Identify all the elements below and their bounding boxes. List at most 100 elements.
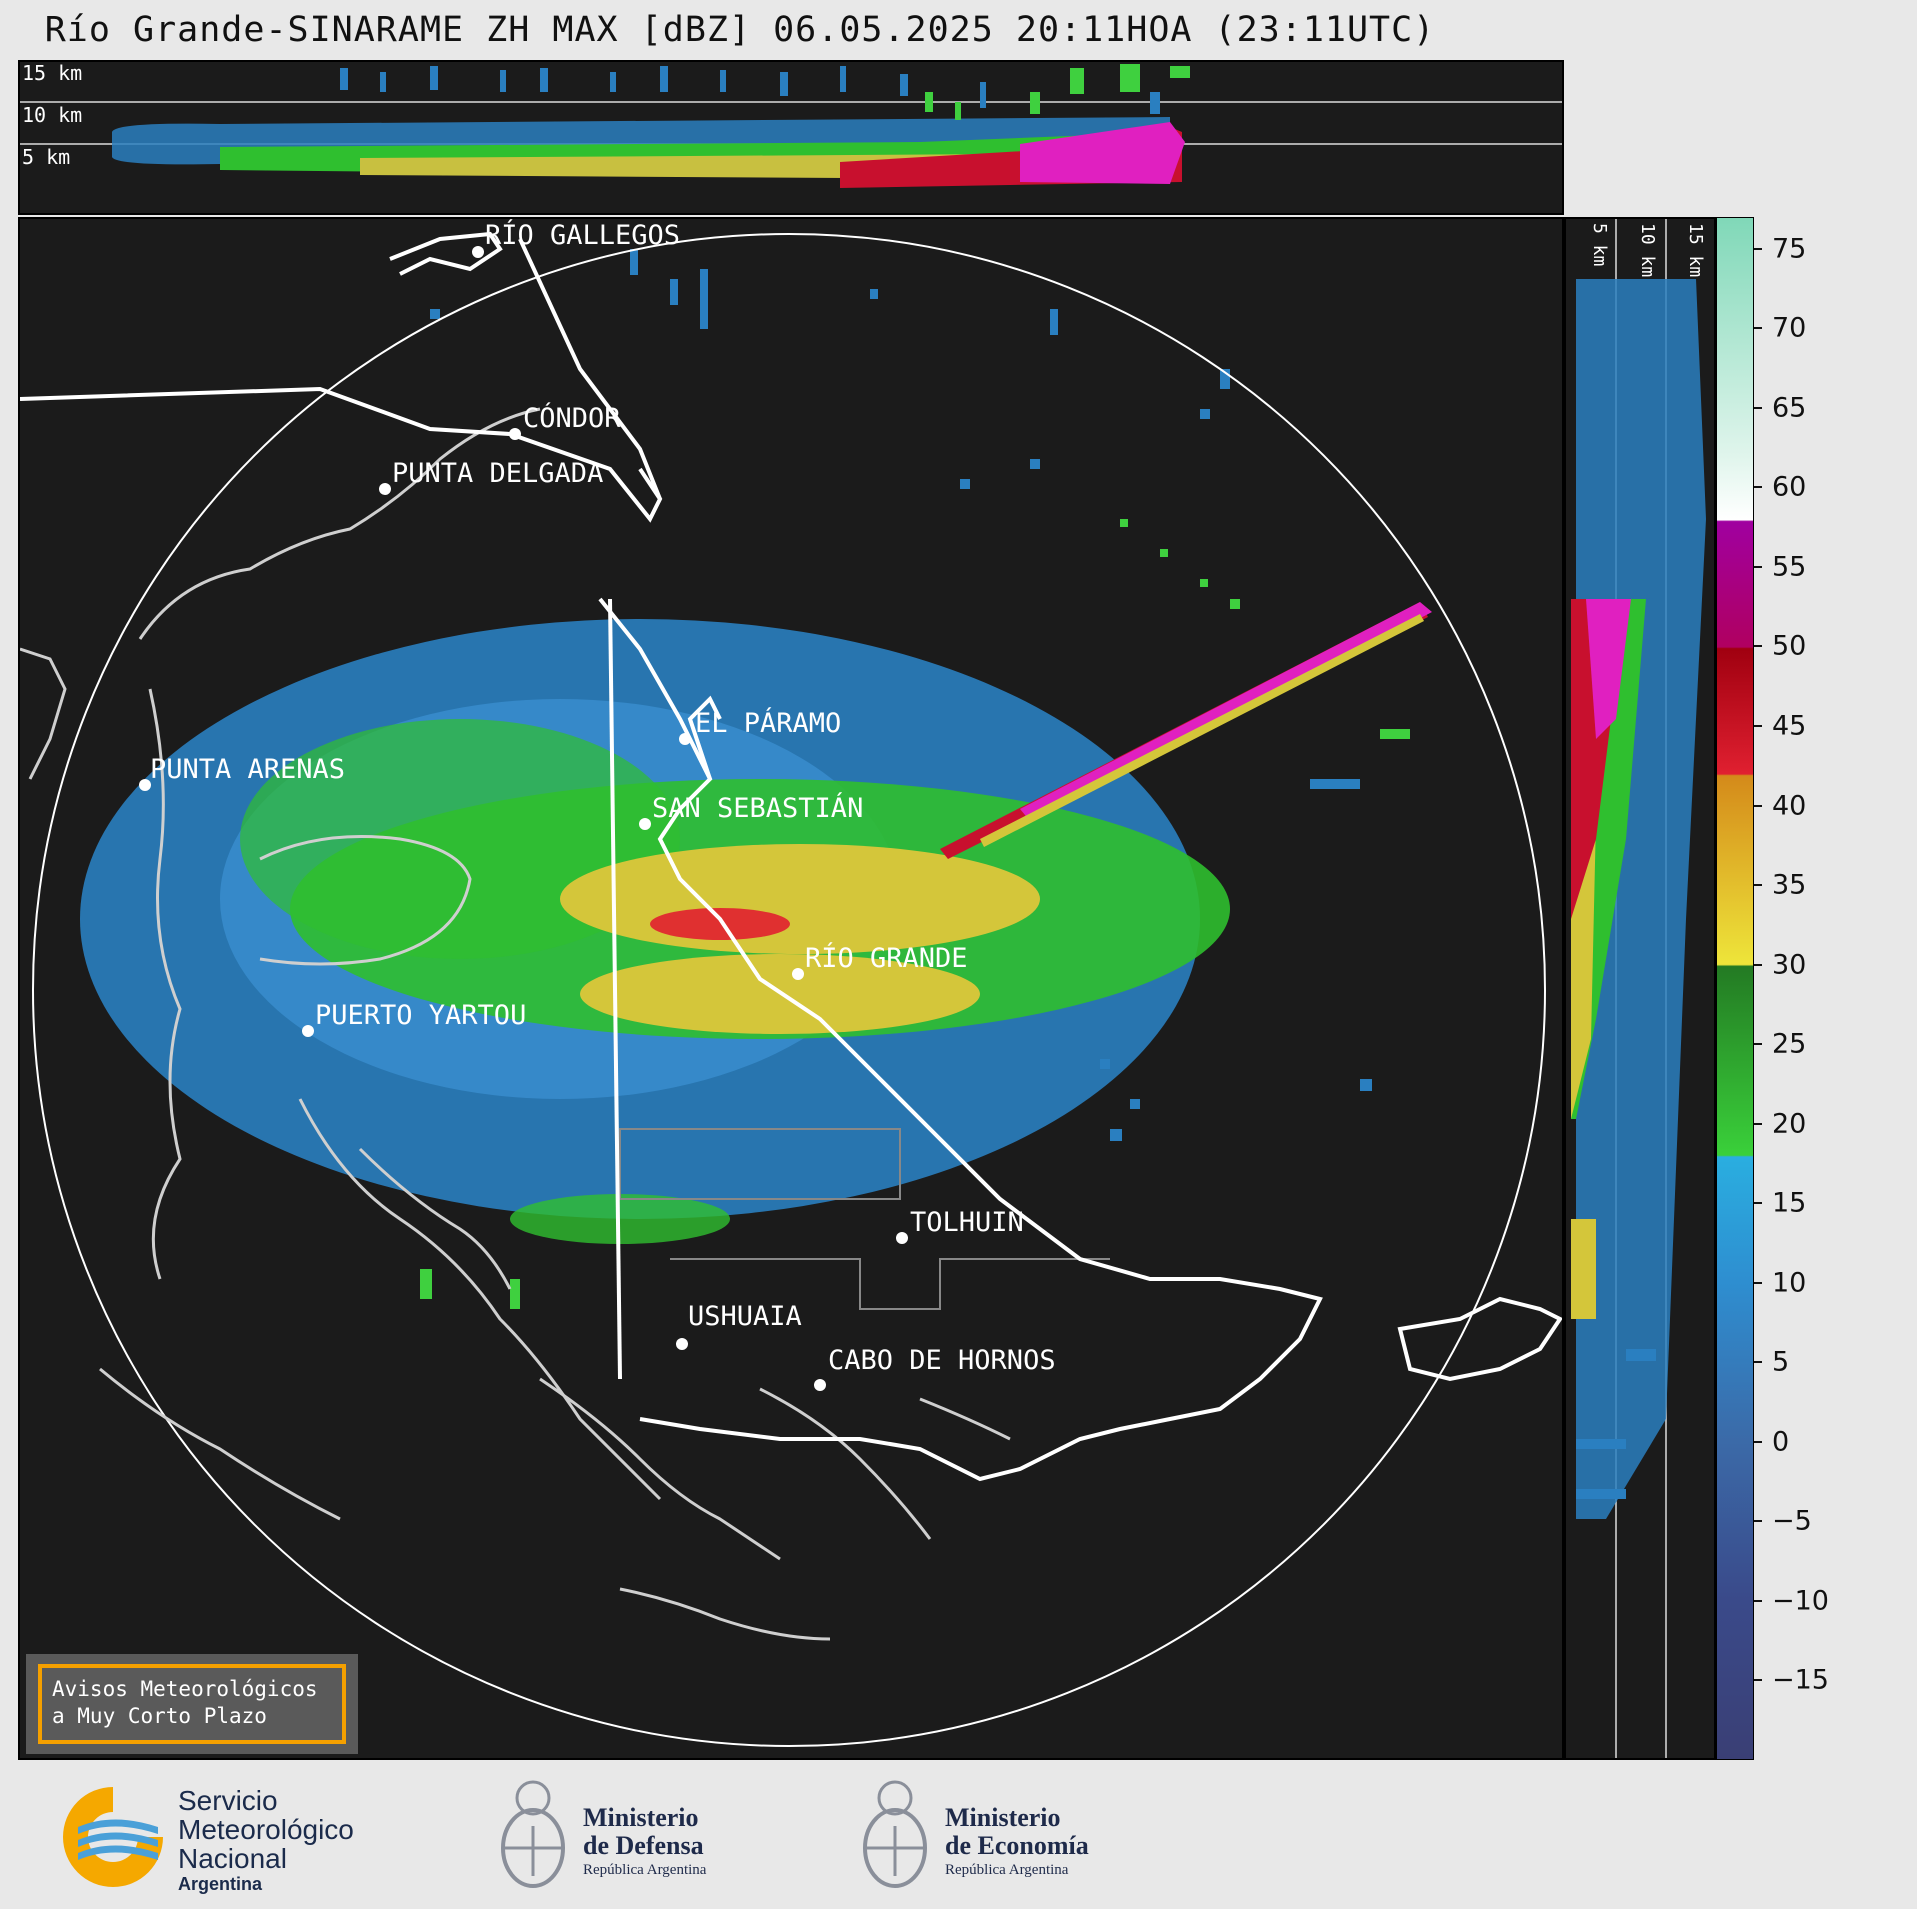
colorbar-tick-label: 0	[1772, 1426, 1790, 1458]
smn-line1: Servicio	[178, 1785, 278, 1816]
colorbar-tick-mark	[1754, 645, 1762, 648]
colorbar-tick-label: 35	[1772, 869, 1807, 901]
colorbar-tick-mark	[1754, 1281, 1762, 1284]
smn-logo-icon	[63, 1787, 163, 1887]
height-label-15km: 15 km	[22, 62, 82, 85]
colorbar-tick-label: 25	[1772, 1028, 1807, 1060]
label-el-paramo: EL PÁRAMO	[695, 707, 841, 739]
marker-punta-arenas[interactable]	[139, 779, 151, 791]
marker-san-sebastian[interactable]	[639, 818, 651, 830]
side-echo-strong-south	[1571, 1219, 1596, 1319]
economia-line3: República Argentina	[945, 1862, 1069, 1878]
defensa-line2: de Defensa	[583, 1831, 704, 1860]
defensa-shield-icon	[501, 1780, 565, 1888]
colorbar-tick-label: 5	[1772, 1346, 1790, 1378]
colorbar-tick-mark	[1754, 1122, 1762, 1125]
colorbar-tick-mark	[1754, 1043, 1762, 1046]
label-rio-grande: RÍO GRANDE	[805, 942, 968, 974]
echo-region-south	[510, 1194, 730, 1244]
colorbar-tick-mark	[1754, 486, 1762, 489]
colorbar-tick-mark	[1754, 725, 1762, 728]
colorbar-tick-label: 20	[1772, 1108, 1807, 1140]
radar-map-panel[interactable]: RÍO GALLEGOS CÓNDOR PUNTA DELGADA EL PÁR…	[18, 217, 1564, 1760]
echo-region-intense	[650, 908, 790, 940]
province-border-south	[670, 1258, 1110, 1310]
side-height-label-5km: 5 km	[1589, 223, 1610, 266]
side-height-label-15km: 15 km	[1685, 223, 1706, 277]
colorbar-tick-label: 50	[1772, 630, 1807, 662]
colorbar-tick-label: −5	[1772, 1505, 1812, 1537]
colorbar-tick-mark	[1754, 963, 1762, 966]
main-routes	[20, 231, 1562, 1482]
colorbar-tick-mark	[1754, 1361, 1762, 1364]
economia-name: Ministerio de Economía República Argenti…	[945, 1804, 1089, 1880]
side-height-label-10km: 10 km	[1637, 223, 1658, 277]
height-label-10km: 10 km	[22, 103, 82, 127]
top-height-profile-panel: 15 km 10 km 5 km	[18, 60, 1564, 215]
colorbar-tick-label: 40	[1772, 790, 1807, 822]
warning-box-line1: Avisos Meteorológicos	[52, 1677, 318, 1701]
place-markers	[139, 246, 908, 1391]
colorbar-tick-mark	[1754, 1599, 1762, 1602]
economia-line2: de Economía	[945, 1831, 1089, 1860]
marker-cabo-de-hornos[interactable]	[814, 1379, 826, 1391]
label-cabo-de-hornos: CABO DE HORNOS	[828, 1345, 1056, 1376]
label-san-sebastian: SAN SEBASTIÁN	[652, 792, 863, 824]
colorbar-tick-mark	[1754, 1440, 1762, 1443]
marker-el-paramo[interactable]	[679, 733, 691, 745]
footer: Servicio Meteorológico Nacional Argentin…	[0, 1762, 1917, 1909]
province-border	[619, 1128, 901, 1200]
coastlines	[20, 407, 1011, 1641]
colorbar-tick-label: 15	[1772, 1187, 1807, 1219]
echo-spike-strong	[980, 614, 1424, 847]
colorbar-tick-label: 30	[1772, 949, 1807, 981]
marker-rio-gallegos[interactable]	[472, 246, 484, 258]
colorbar-tick-label: 75	[1772, 233, 1807, 265]
echo-dots-top-green	[925, 64, 1190, 120]
marker-punta-delgada[interactable]	[379, 483, 391, 495]
label-condor: CÓNDOR	[523, 402, 621, 434]
colorbar-tick-label: 45	[1772, 710, 1807, 742]
colorbar-tick-label: −10	[1772, 1585, 1829, 1617]
side-profile-canvas: 5 km 10 km 15 km	[1571, 219, 1706, 1758]
side-echo-extreme	[1586, 599, 1631, 739]
colorbar-tick-mark	[1754, 1202, 1762, 1205]
warning-box-border	[38, 1664, 346, 1744]
smn-name: Servicio Meteorológico Nacional Argentin…	[178, 1786, 354, 1895]
label-tolhuin: TOLHUIN	[910, 1207, 1024, 1238]
marker-tolhuin[interactable]	[896, 1232, 908, 1244]
label-ushuaia: USHUAIA	[688, 1301, 802, 1332]
marker-ushuaia[interactable]	[676, 1338, 688, 1350]
smn-line2: Meteorológico	[178, 1814, 354, 1845]
marker-puerto-yartou[interactable]	[302, 1025, 314, 1037]
dbz-colorbar	[1716, 217, 1754, 1760]
smn-line3: Nacional	[178, 1843, 287, 1874]
chart-title: Río Grande-SINARAME ZH MAX [dBZ] 06.05.2…	[44, 10, 1436, 50]
colorbar-tick-label: −15	[1772, 1664, 1829, 1696]
side-height-profile-panel: 5 km 10 km 15 km	[1564, 217, 1716, 1760]
colorbar-tick-mark	[1754, 247, 1762, 250]
radar-map-canvas: RÍO GALLEGOS CÓNDOR PUNTA DELGADA EL PÁR…	[20, 219, 1562, 1754]
defensa-line1: Ministerio	[583, 1803, 699, 1832]
marker-condor[interactable]	[509, 428, 521, 440]
defensa-name: Ministerio de Defensa República Argentin…	[583, 1804, 706, 1880]
colorbar-tick-mark	[1754, 804, 1762, 807]
colorbar-tick-mark	[1754, 884, 1762, 887]
colorbar-tick-mark	[1754, 406, 1762, 409]
defensa-line3: República Argentina	[583, 1862, 707, 1878]
echo-band-extreme	[1020, 122, 1185, 184]
colorbar-tick-mark	[1754, 1520, 1762, 1523]
echo-region-strong	[560, 844, 1040, 954]
colorbar-tick-label: 55	[1772, 551, 1807, 583]
smn-line4: Argentina	[178, 1874, 263, 1894]
label-rio-gallegos: RÍO GALLEGOS	[485, 219, 680, 251]
label-puerto-yartou: PUERTO YARTOU	[315, 1000, 526, 1031]
colorbar-tick-label: 60	[1772, 471, 1807, 503]
marker-rio-grande[interactable]	[792, 968, 804, 980]
warning-box-line2: a Muy Corto Plazo	[52, 1704, 267, 1728]
side-echo-weak	[1576, 279, 1706, 1519]
warning-box-background	[26, 1654, 358, 1754]
warning-box[interactable]: Avisos Meteorológicos a Muy Corto Plazo	[26, 1654, 358, 1754]
top-profile-canvas: 15 km 10 km 5 km	[20, 61, 1562, 188]
economia-shield-icon	[863, 1780, 927, 1888]
